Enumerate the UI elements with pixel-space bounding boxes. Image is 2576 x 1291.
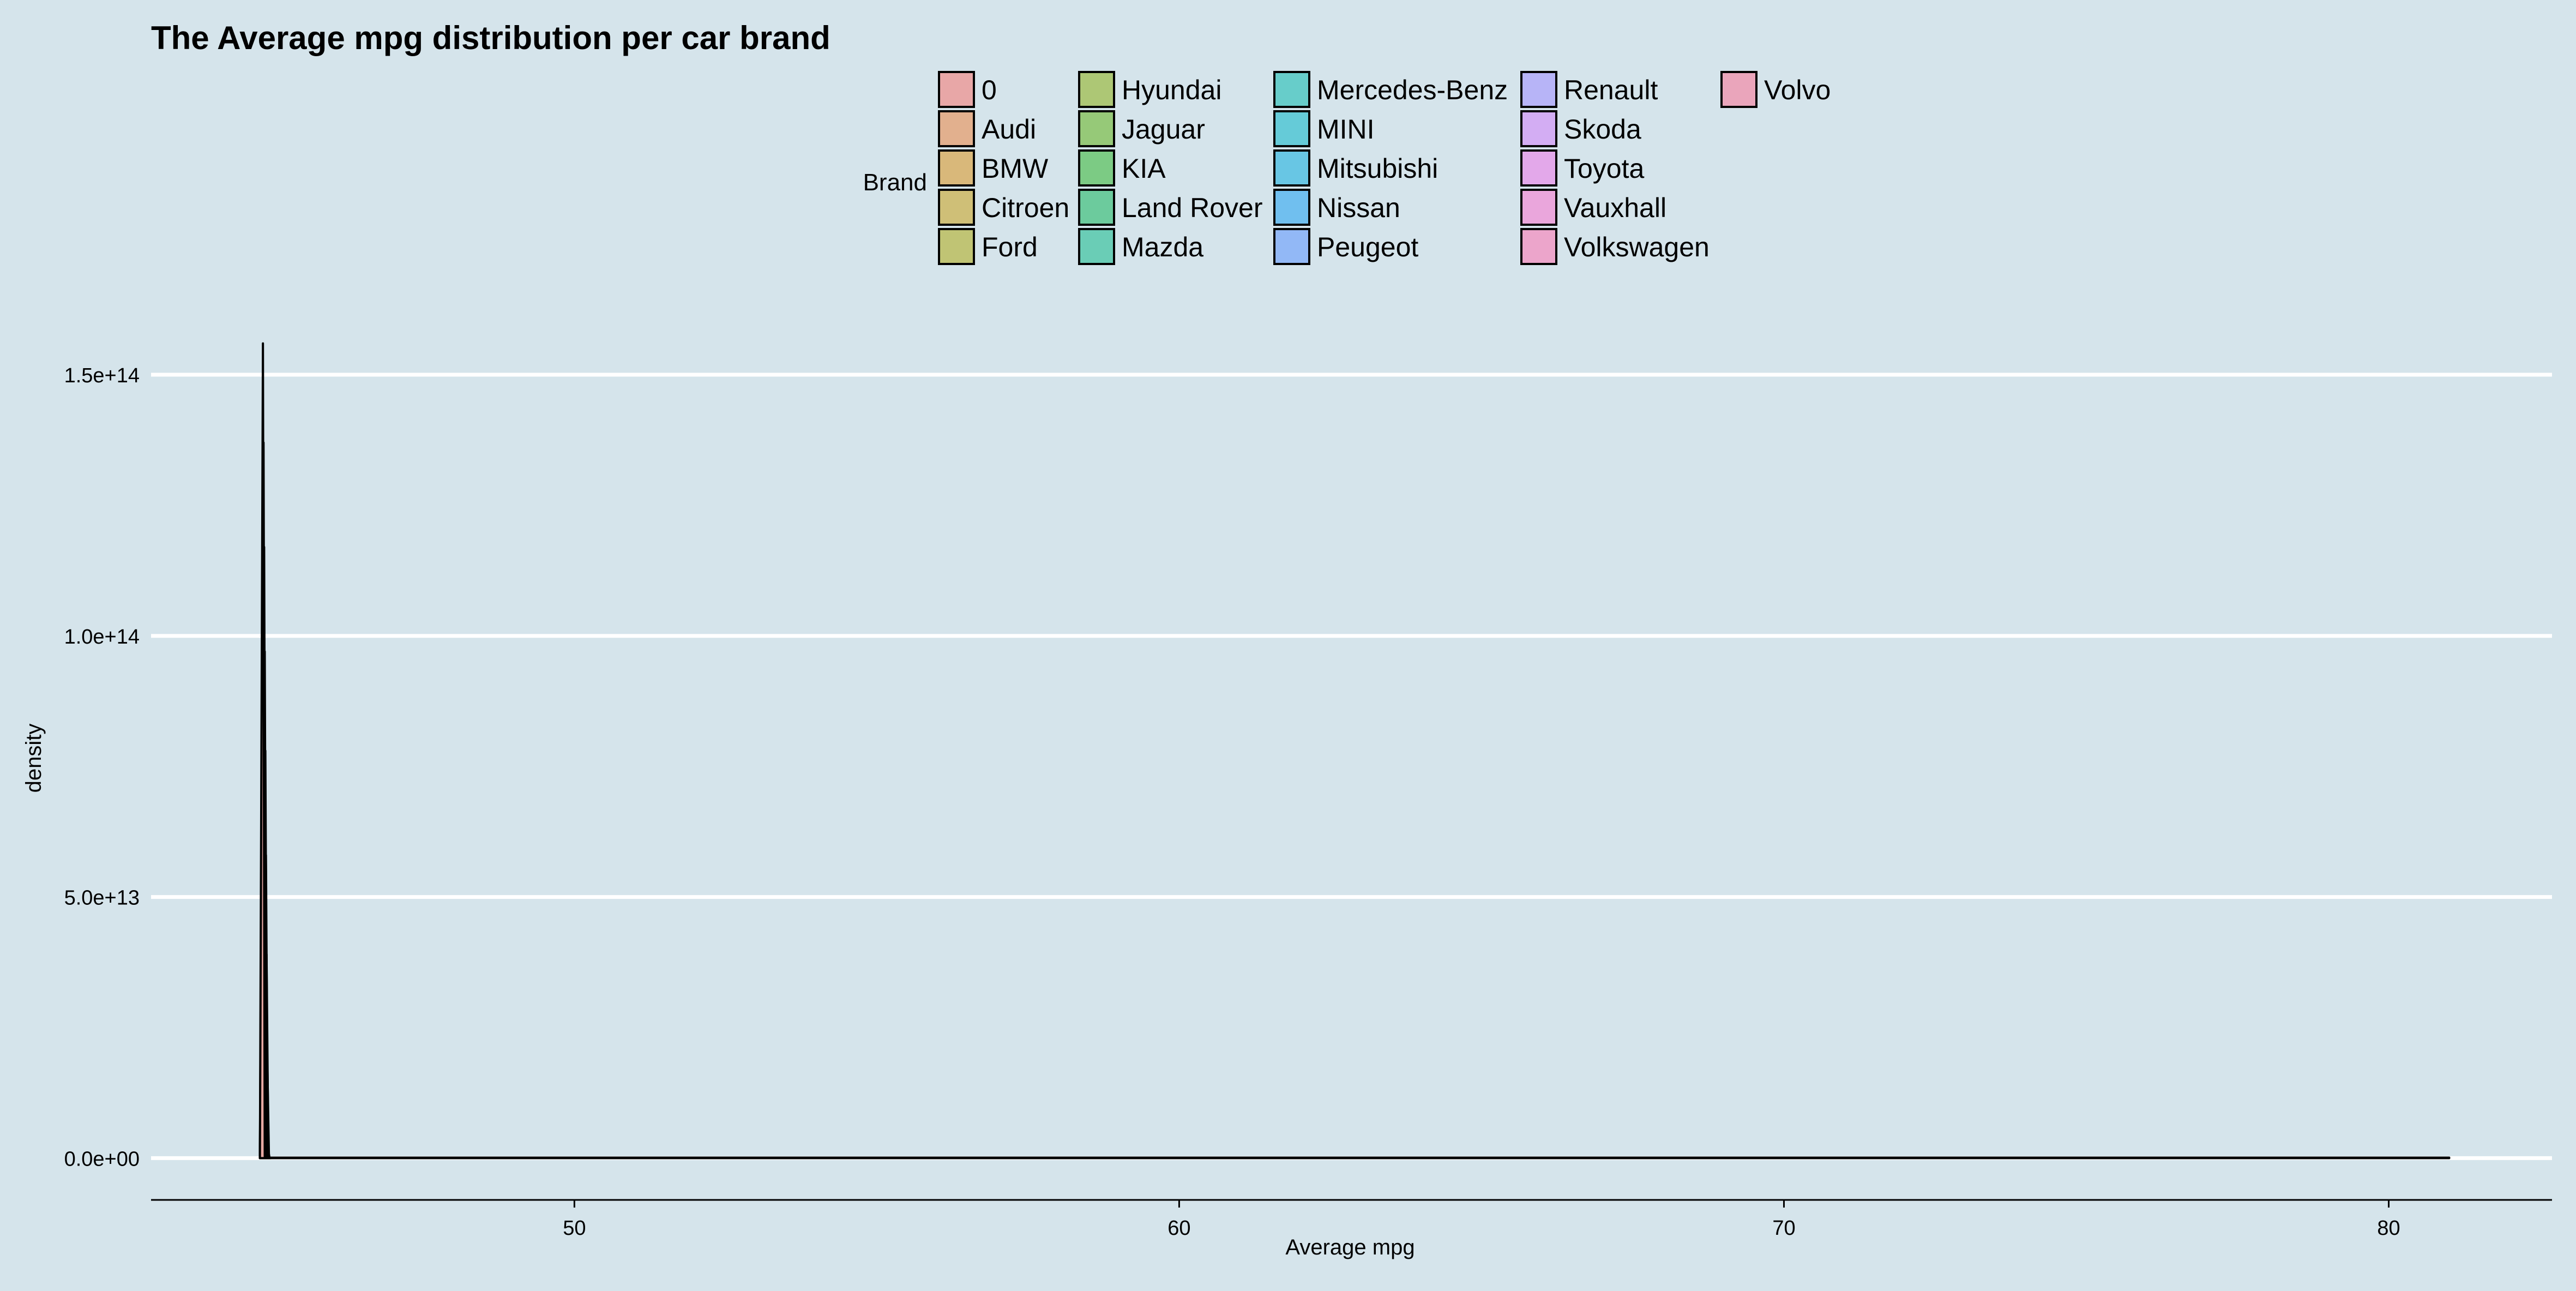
legend-swatch xyxy=(1078,228,1115,265)
density-series-mazda xyxy=(258,1156,2451,1160)
legend-label: Peugeot xyxy=(1317,232,1418,262)
legend-item: Volvo xyxy=(1720,71,1831,108)
legend-title: Brand xyxy=(863,169,927,196)
legend-label: BMW xyxy=(982,153,1049,184)
x-tick-label: 50 xyxy=(563,1217,586,1240)
legend-label: Citroen xyxy=(982,193,1069,223)
legend-label: Nissan xyxy=(1317,193,1400,223)
legend-item: Audi xyxy=(938,110,1036,147)
legend-label: Hyundai xyxy=(1122,75,1221,105)
legend-item: Skoda xyxy=(1520,110,1641,147)
legend-swatch xyxy=(1078,110,1115,147)
legend-items: 0 Audi BMW Citroen Ford Hyundai Jaguar KIA Land … xyxy=(938,71,1831,265)
legend-label: Audi xyxy=(982,114,1036,145)
x-axis-label: Average mpg xyxy=(1285,1235,1415,1259)
legend-swatch xyxy=(1520,149,1557,187)
legend-item: Hyundai xyxy=(1078,71,1221,108)
legend-swatch xyxy=(1520,189,1557,226)
y-axis-label: density xyxy=(22,724,46,793)
legend-swatch xyxy=(1720,71,1758,108)
legend-swatch xyxy=(1273,71,1310,108)
y-tick-label: 1.0e+14 xyxy=(64,626,140,648)
legend-swatch xyxy=(1273,110,1310,147)
legend-label: Skoda xyxy=(1564,114,1641,145)
legend-item: Renault xyxy=(1520,71,1658,108)
legend-item: MINI xyxy=(1273,110,1375,147)
legend-swatch xyxy=(1273,149,1310,187)
y-tick-label: 1.5e+14 xyxy=(64,364,140,387)
legend-label: 0 xyxy=(982,75,997,105)
density-series-0 xyxy=(258,342,267,1160)
legend-label: Volvo xyxy=(1764,75,1831,105)
legend-swatch xyxy=(1078,149,1115,187)
y-tick-label: 0.0e+00 xyxy=(64,1148,140,1170)
legend-item: Jaguar xyxy=(1078,110,1205,147)
legend-item: Mitsubishi xyxy=(1273,149,1438,187)
legend-label: Renault xyxy=(1564,75,1658,105)
legend-swatch xyxy=(938,71,975,108)
legend-swatch xyxy=(1520,228,1557,265)
legend-swatch xyxy=(938,228,975,265)
legend-swatch xyxy=(1078,71,1115,108)
legend-label: Mazda xyxy=(1122,232,1203,262)
y-tick-label: 5.0e+13 xyxy=(64,887,140,910)
legend-item: Ford xyxy=(938,228,1038,265)
axes: 0.0e+00 5.0e+13 1.0e+14 1.5e+14 50 60 70 80 xyxy=(64,364,2552,1240)
legend-label: Ford xyxy=(982,232,1038,262)
legend-item: Mazda xyxy=(1078,228,1203,265)
legend-item: Peugeot xyxy=(1273,228,1418,265)
legend-swatch xyxy=(938,110,975,147)
legend-swatch xyxy=(1273,228,1310,265)
legend-item: BMW xyxy=(938,149,1049,187)
x-tick-label: 80 xyxy=(2377,1217,2400,1240)
legend-swatch xyxy=(938,149,975,187)
legend-item: KIA xyxy=(1078,149,1166,187)
legend: Brand 0 Audi BMW Citroen Ford Hyundai Jaguar KI… xyxy=(863,71,1831,265)
legend-item: Volkswagen xyxy=(1520,228,1710,265)
legend-swatch xyxy=(1078,189,1115,226)
series-layer xyxy=(258,342,2451,1160)
legend-label: Land Rover xyxy=(1122,193,1263,223)
legend-swatch xyxy=(938,189,975,226)
legend-item: 0 xyxy=(938,71,997,108)
legend-item: Mercedes-Benz xyxy=(1273,71,1508,108)
x-tick-label: 60 xyxy=(1167,1217,1190,1240)
legend-swatch xyxy=(1273,189,1310,226)
legend-label: Jaguar xyxy=(1122,114,1205,145)
chart-title: The Average mpg distribution per car bra… xyxy=(151,20,830,56)
legend-item: Toyota xyxy=(1520,149,1645,187)
legend-label: KIA xyxy=(1122,153,1166,184)
legend-item: Land Rover xyxy=(1078,189,1263,226)
legend-label: Volkswagen xyxy=(1564,232,1710,262)
legend-label: Vauxhall xyxy=(1564,193,1666,223)
legend-item: Nissan xyxy=(1273,189,1400,226)
legend-swatch xyxy=(1520,110,1557,147)
legend-swatch xyxy=(1520,71,1557,108)
legend-label: MINI xyxy=(1317,114,1375,145)
legend-item: Citroen xyxy=(938,189,1069,226)
legend-label: Mitsubishi xyxy=(1317,153,1438,184)
x-tick-label: 70 xyxy=(1772,1217,1795,1240)
legend-label: Mercedes-Benz xyxy=(1317,75,1508,105)
legend-item: Vauxhall xyxy=(1520,189,1666,226)
legend-label: Toyota xyxy=(1564,153,1645,184)
